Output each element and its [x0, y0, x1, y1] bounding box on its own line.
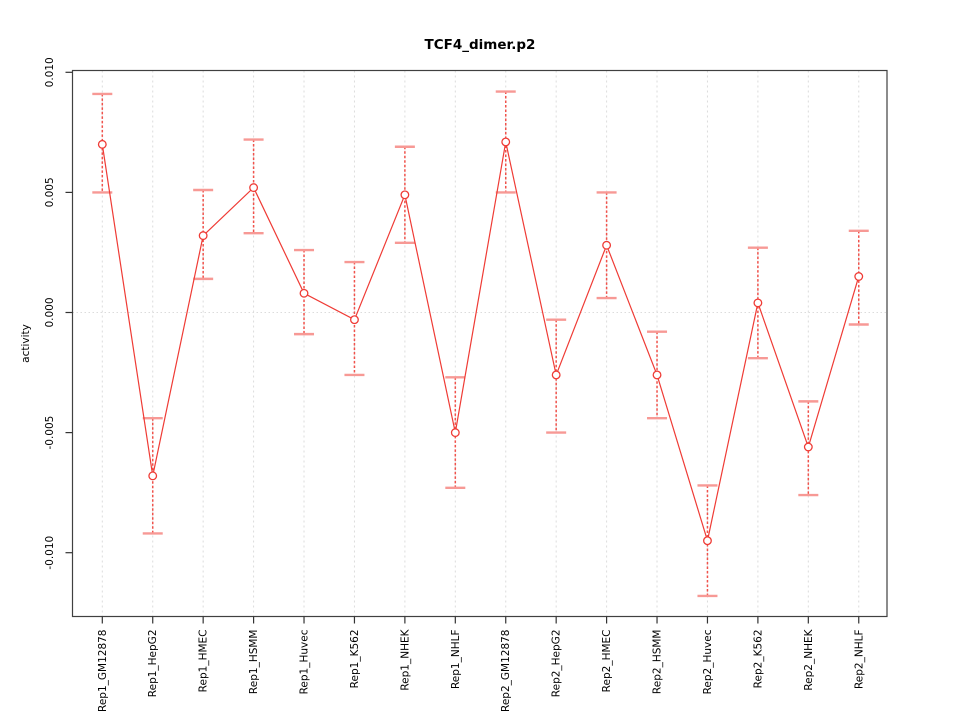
data-point: [450, 428, 460, 438]
data-point: [551, 370, 561, 380]
data-point: [198, 231, 208, 241]
x-tick-label: Rep1_K562: [349, 630, 361, 689]
y-tick-label: 0.000: [44, 297, 56, 327]
data-point: [148, 471, 158, 481]
error-bars: [92, 90, 869, 598]
y-tick-label: -0.010: [44, 536, 56, 570]
x-tick-label: Rep2_HMEC: [601, 630, 613, 693]
data-point: [703, 536, 712, 546]
data-point: [854, 272, 864, 281]
data-point: [652, 370, 662, 380]
x-tick-label: Rep1_NHEK: [399, 628, 411, 690]
x-tick-label: Rep1_GM12878: [97, 630, 109, 712]
data-point: [400, 190, 410, 200]
x-tick-label: Rep1_HSMM: [248, 630, 260, 695]
x-tick-label: Rep2_GM12878: [500, 630, 512, 712]
gridlines: [72, 70, 887, 617]
x-tick-label: Rep1_NHLF: [450, 630, 462, 690]
chart-title: TCF4_dimer.p2: [425, 37, 536, 53]
x-tick-label: Rep1_Huvec: [299, 629, 311, 694]
data-point: [350, 315, 359, 325]
x-axis: Rep1_GM12878 Rep1_HepG2 Rep1_HMEC Rep1_HSMM…: [97, 616, 865, 712]
data-point: [803, 442, 813, 452]
x-tick-label: Rep2_NHLF: [853, 630, 865, 690]
x-tick-label: Rep1_HMEC: [198, 630, 210, 693]
x-tick-label: Rep2_NHEK: [803, 628, 815, 690]
data-point: [97, 139, 107, 149]
x-tick-label: Rep2_K562: [752, 630, 764, 689]
data-point: [602, 240, 612, 250]
x-tick-label: Rep2_Huvec: [702, 629, 714, 694]
plot-frame: [71, 69, 888, 618]
y-tick-label: -0.005: [44, 416, 56, 450]
data-point: [249, 183, 259, 193]
data-point: [501, 137, 511, 147]
y-axis-title: activity: [20, 324, 32, 363]
y-axis: 0.010 0.005 0.000 -0.005 -0.010: [44, 57, 73, 570]
y-tick-label: 0.005: [44, 177, 56, 207]
series-line: [101, 141, 860, 541]
series-polyline: [101, 141, 860, 541]
data-point: [299, 288, 309, 298]
x-tick-label: Rep1_HepG2: [147, 630, 159, 698]
x-tick-label: Rep2_HepG2: [551, 630, 563, 698]
data-points: [97, 137, 864, 546]
x-tick-label: Rep2_HSMM: [652, 630, 664, 695]
data-point: [753, 298, 763, 308]
y-tick-label: 0.010: [44, 57, 56, 87]
plot-border: [71, 69, 888, 618]
